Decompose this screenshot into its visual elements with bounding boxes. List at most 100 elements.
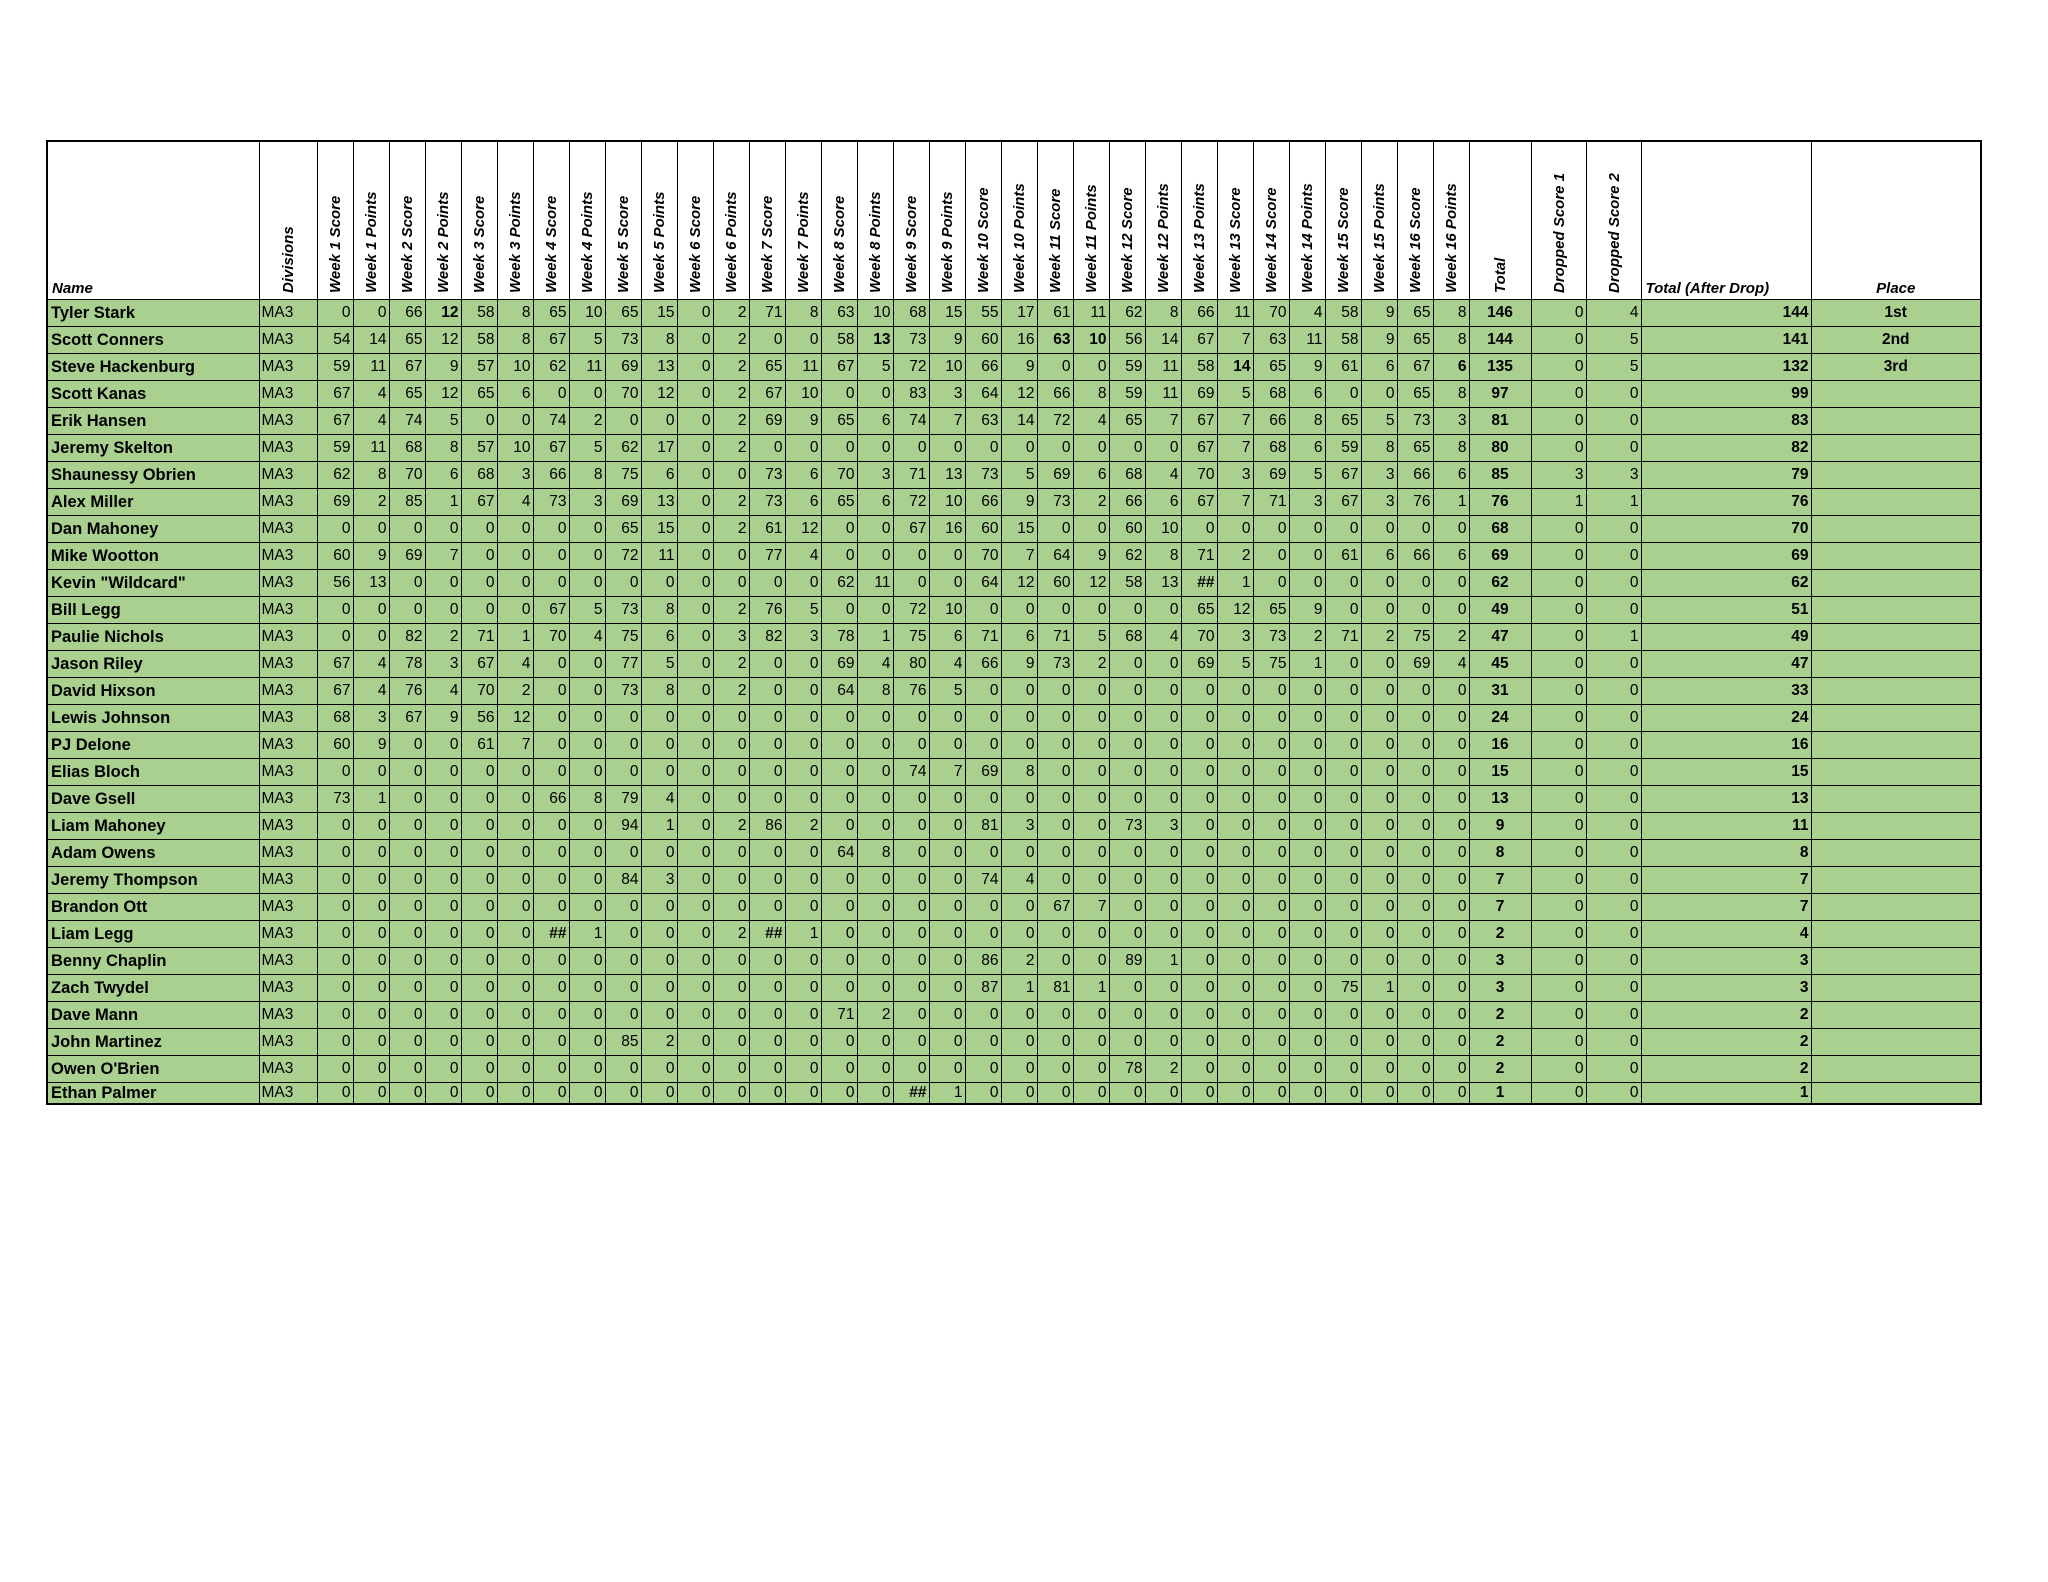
week-cell: 0 bbox=[496, 866, 534, 894]
header-week-col-15: Week 8 Score bbox=[820, 140, 858, 300]
week-cell: 0 bbox=[1036, 353, 1074, 381]
player-division: MA3 bbox=[258, 704, 318, 732]
week-cell: 0 bbox=[1324, 596, 1362, 624]
week-cell: 0 bbox=[1072, 704, 1110, 732]
week-cell: 0 bbox=[1432, 812, 1470, 840]
week-cell: 62 bbox=[532, 353, 570, 381]
week-cell: 0 bbox=[568, 866, 606, 894]
week-cell: 11 bbox=[352, 434, 390, 462]
week-cell: 0 bbox=[1216, 920, 1254, 948]
player-row: Scott Conners MA3 54 14 65 12 58 8 67 5 73 8 0 2 0 0 58 1… bbox=[46, 326, 1982, 354]
week-cell: 71 bbox=[1180, 542, 1218, 570]
week-cell: 7 bbox=[1216, 434, 1254, 462]
week-cell: 0 bbox=[784, 785, 822, 813]
week-cell: 66 bbox=[1180, 299, 1218, 327]
week-cell: 76 bbox=[748, 596, 786, 624]
week-cell: 0 bbox=[820, 542, 858, 570]
week-cell: 0 bbox=[496, 1082, 534, 1105]
total-cell: 13 bbox=[1468, 785, 1532, 813]
week-cell: 0 bbox=[1000, 1082, 1038, 1105]
header-dropped-score-1: Dropped Score 1 bbox=[1530, 140, 1587, 300]
week-cell: 0 bbox=[352, 515, 390, 543]
week-cell: 0 bbox=[1432, 1055, 1470, 1083]
week-cell: 15 bbox=[1000, 515, 1038, 543]
week-cell: 67 bbox=[820, 353, 858, 381]
week-cell: 0 bbox=[1216, 893, 1254, 921]
total-after-drop-cell: 1 bbox=[1640, 1082, 1812, 1105]
dropped-score-2-cell: 0 bbox=[1585, 650, 1642, 678]
week-cell: 0 bbox=[892, 785, 930, 813]
week-cell: 0 bbox=[424, 731, 462, 759]
dropped-score-1-cell: 0 bbox=[1530, 677, 1587, 705]
week-cell: 0 bbox=[568, 1082, 606, 1105]
player-division: MA3 bbox=[258, 947, 318, 975]
week-cell: 0 bbox=[460, 596, 498, 624]
week-cell: 73 bbox=[964, 461, 1002, 489]
player-name: Dave Mann bbox=[46, 1001, 260, 1029]
week-cell: 0 bbox=[460, 920, 498, 948]
week-cell: 2 bbox=[856, 1001, 894, 1029]
header-dropped-score-1-label: Dropped Score 1 bbox=[1550, 172, 1568, 293]
total-cell: 8 bbox=[1468, 839, 1532, 867]
player-name: Liam Legg bbox=[46, 920, 260, 948]
week-cell: 78 bbox=[388, 650, 426, 678]
week-cell: 0 bbox=[712, 731, 750, 759]
week-cell: 0 bbox=[1288, 515, 1326, 543]
week-cell: 0 bbox=[1324, 677, 1362, 705]
player-division: MA3 bbox=[258, 407, 318, 435]
player-division: MA3 bbox=[258, 488, 318, 516]
player-division: MA3 bbox=[258, 1055, 318, 1083]
week-cell: 8 bbox=[1288, 407, 1326, 435]
player-division: MA3 bbox=[258, 515, 318, 543]
week-cell: 73 bbox=[1396, 407, 1434, 435]
week-cell: 0 bbox=[1216, 812, 1254, 840]
week-cell: 0 bbox=[1108, 893, 1146, 921]
week-cell: 6 bbox=[784, 461, 822, 489]
week-cell: 0 bbox=[1216, 1082, 1254, 1105]
week-cell: 0 bbox=[892, 839, 930, 867]
week-cell: 14 bbox=[1144, 326, 1182, 354]
week-cell: 2 bbox=[712, 920, 750, 948]
week-cell: 0 bbox=[784, 866, 822, 894]
week-cell: 0 bbox=[388, 947, 426, 975]
total-cell: 69 bbox=[1468, 542, 1532, 570]
week-cell: 65 bbox=[1396, 380, 1434, 408]
week-cell: 0 bbox=[1144, 1082, 1182, 1105]
week-cell: 1 bbox=[784, 920, 822, 948]
week-cell: 67 bbox=[748, 380, 786, 408]
week-cell: 67 bbox=[316, 380, 354, 408]
player-row: Kevin "Wildcard" MA3 56 13 0 0 0 0 0 0 0 0 0 0 0 0 62 11 0… bbox=[46, 569, 1982, 597]
week-cell: 2 bbox=[1288, 623, 1326, 651]
place-cell bbox=[1810, 704, 1982, 732]
week-cell: 0 bbox=[676, 1028, 714, 1056]
week-cell: 7 bbox=[1216, 407, 1254, 435]
player-division: MA3 bbox=[258, 785, 318, 813]
week-cell: 5 bbox=[856, 353, 894, 381]
week-cell: 0 bbox=[1396, 1055, 1434, 1083]
week-cell: 0 bbox=[748, 974, 786, 1002]
player-row: Tyler Stark MA3 0 0 66 12 58 8 65 10 65 15 0 2 71 8 63 10… bbox=[46, 299, 1982, 327]
week-cell: 0 bbox=[1000, 704, 1038, 732]
week-cell: 64 bbox=[820, 839, 858, 867]
week-cell: 0 bbox=[316, 812, 354, 840]
week-cell: 3 bbox=[424, 650, 462, 678]
week-cell: 0 bbox=[388, 839, 426, 867]
week-cell: 0 bbox=[820, 1028, 858, 1056]
header-name: Name bbox=[46, 140, 260, 300]
week-cell: 0 bbox=[496, 920, 534, 948]
player-name: Jeremy Skelton bbox=[46, 434, 260, 462]
week-cell: 85 bbox=[604, 1028, 642, 1056]
week-cell: 0 bbox=[1432, 1082, 1470, 1105]
week-cell: 0 bbox=[1360, 731, 1398, 759]
week-cell: 0 bbox=[1360, 947, 1398, 975]
week-cell: 0 bbox=[1252, 866, 1290, 894]
total-after-drop-cell: 132 bbox=[1640, 353, 1812, 381]
week-cell: 0 bbox=[352, 893, 390, 921]
week-cell: 0 bbox=[1396, 839, 1434, 867]
week-cell: 4 bbox=[352, 650, 390, 678]
week-cell: 65 bbox=[1324, 407, 1362, 435]
week-cell: 0 bbox=[1252, 704, 1290, 732]
week-cell: 59 bbox=[1324, 434, 1362, 462]
week-cell: 0 bbox=[496, 758, 534, 786]
week-cell: 0 bbox=[424, 974, 462, 1002]
